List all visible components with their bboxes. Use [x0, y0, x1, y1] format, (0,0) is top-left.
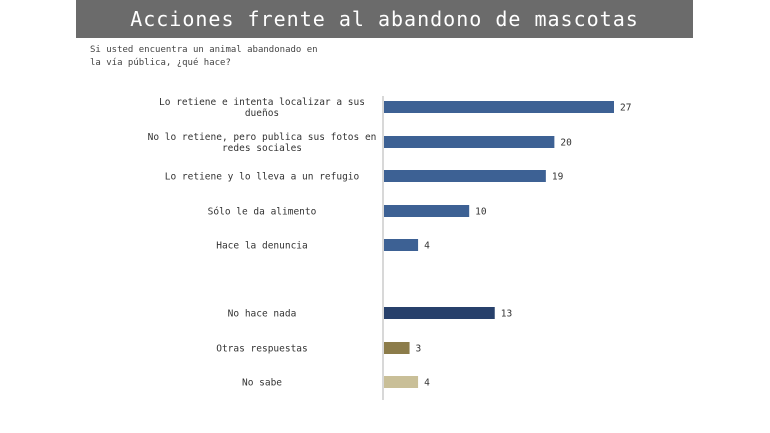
data-label: 19 [552, 172, 564, 183]
category-label-line: Otras respuestas [216, 344, 308, 355]
category-label: No lo retiene, pero publica sus fotos en… [148, 132, 377, 154]
data-label: 4 [424, 378, 430, 389]
question-text: Si usted encuentra un animal abandonado … [90, 45, 318, 68]
bar [384, 376, 419, 388]
category-label-line: Lo retiene y lo lleva a un refugio [165, 172, 360, 183]
category-label-line: No sabe [242, 378, 282, 389]
bar [384, 136, 555, 148]
bar [384, 239, 419, 251]
category-label: Otras respuestas [216, 344, 308, 355]
category-label: Lo retiene e intenta localizar a sus dueñ… [159, 97, 365, 119]
category-label-line: No lo retiene, pero publica sus fotos en [148, 132, 377, 143]
data-label: 13 [501, 309, 512, 320]
chart-title: Acciones frente al abandono de mascotas [130, 7, 639, 31]
category-label: No hace nada [228, 309, 297, 320]
bar [384, 205, 470, 217]
bar [384, 342, 410, 354]
data-label: 4 [424, 241, 430, 252]
category-label: Lo retiene y lo lleva a un refugio [165, 172, 360, 183]
bar [384, 307, 495, 319]
bar [384, 101, 614, 113]
data-label: 20 [560, 138, 572, 149]
category-label: No sabe [242, 378, 282, 389]
data-label: 3 [416, 344, 422, 355]
category-label-line: dueños [245, 108, 279, 119]
category-label-line: No hace nada [228, 309, 297, 320]
bar [384, 170, 546, 182]
category-label-line: Lo retiene e intenta localizar a sus [159, 97, 365, 108]
data-label: 10 [475, 207, 487, 218]
category-label: Hace la denuncia [216, 241, 308, 252]
category-label: Sólo le da alimento [208, 207, 317, 218]
category-label-line: Sólo le da alimento [208, 207, 317, 218]
category-label-line: redes sociales [222, 143, 302, 154]
title-bar: Acciones frente al abandono de mascotas [76, 0, 693, 38]
category-label-line: Hace la denuncia [216, 241, 308, 252]
data-label: 27 [620, 103, 631, 114]
